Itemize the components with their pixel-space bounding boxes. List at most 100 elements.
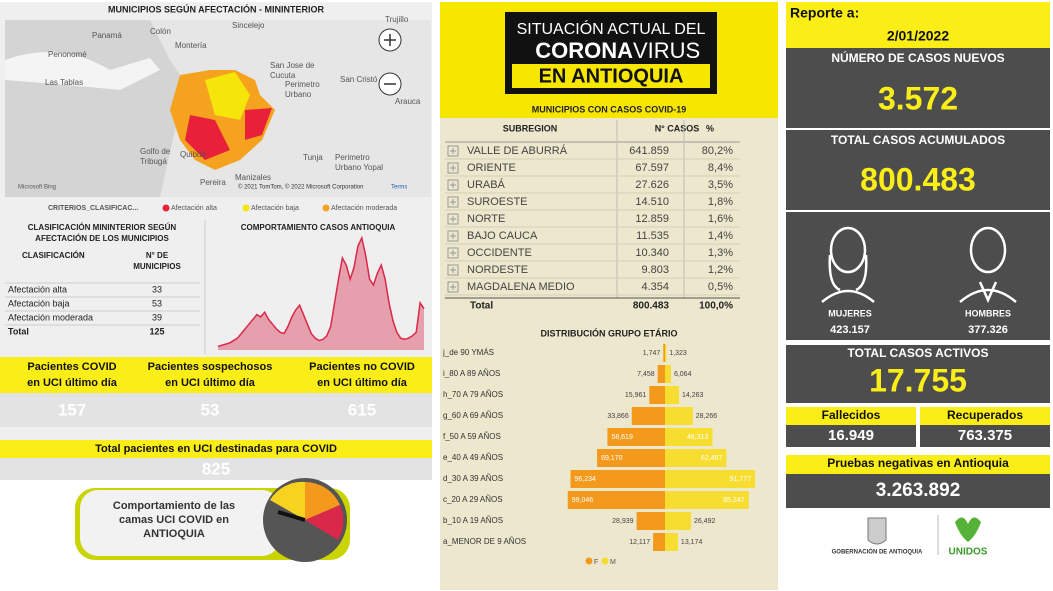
- kpi-box: [920, 425, 1050, 447]
- table-cell: 1,2%: [708, 264, 733, 276]
- kpi-label-band: [786, 407, 916, 425]
- bar: [665, 470, 756, 488]
- gauge-low: [270, 481, 305, 520]
- button-text: ANTIOQUIA: [143, 528, 205, 540]
- table-cell: NORTE: [467, 213, 505, 225]
- map-place-label: Perimetro: [335, 153, 370, 162]
- bar: [653, 533, 665, 551]
- table-cell: 67.597: [635, 162, 669, 174]
- bar: [663, 344, 665, 362]
- uci-header: en UCI último día: [317, 377, 408, 389]
- kpi-value: 763.375: [958, 427, 1012, 444]
- table-title: CLASIFICACIÓN MININTERIOR SEGÚN: [28, 223, 177, 232]
- table-total: 800.483: [633, 301, 670, 312]
- expand-icon-plus: [450, 199, 456, 205]
- map-title: MUNICIPIOS SEGÚN AFECTACIÓN - MININTERIO…: [108, 3, 325, 14]
- table-cell: 27.626: [635, 179, 669, 191]
- uci-total-band: [0, 440, 432, 458]
- uci-total-label: Total pacientes en UCI destinadas para C…: [95, 443, 337, 455]
- uci-header: Pacientes COVID: [27, 361, 116, 373]
- women-icon: [821, 226, 875, 303]
- map-credit: Terms: [391, 185, 407, 191]
- data-label: 48,313: [687, 434, 709, 441]
- legend-swatch: [242, 204, 250, 212]
- kpi-box: [786, 345, 1050, 403]
- kpi-label: HOMBRES: [965, 308, 1011, 318]
- uci-header: en UCI último día: [165, 377, 256, 389]
- category-label: j_de 90 YMÁS: [442, 348, 494, 357]
- category-label: c_20 A 29 AÑOS: [443, 495, 503, 504]
- category-label: h_70 A 79 AÑOS: [443, 390, 503, 399]
- bar: [665, 491, 749, 509]
- map-place-label: Penonomé: [48, 50, 87, 59]
- kpi-label: Pruebas negativas en Antioquia: [827, 456, 1009, 470]
- legend-title: CRITERIOS_CLASIFICAC...: [48, 205, 138, 212]
- data-label: 26,492: [694, 518, 716, 525]
- table-cell: 125: [149, 326, 164, 336]
- table-cell: Afectación baja: [8, 298, 70, 308]
- kpi-label: NÚMERO DE CASOS NUEVOS: [831, 50, 1004, 65]
- table-cell: BAJO CAUCA: [467, 230, 538, 242]
- legend-label: Afectación moderada: [331, 205, 397, 212]
- table-cell: 11.535: [636, 230, 669, 242]
- gov-shield: [867, 517, 887, 545]
- kpi-label: MUJERES: [828, 308, 872, 318]
- expand-icon: [447, 162, 459, 174]
- data-label: 15,961: [625, 392, 647, 399]
- category-label: g_60 A 69 AÑOS: [443, 411, 503, 420]
- data-label: 33,866: [607, 413, 629, 420]
- bar: [665, 449, 727, 467]
- table-cell: SUROESTE: [467, 196, 528, 208]
- uci-total-value-band: [0, 458, 432, 480]
- table-total: Total: [470, 301, 493, 312]
- map-place-label: Panamá: [92, 31, 122, 40]
- expand-icon: [447, 264, 459, 276]
- map-place-label: Pereira: [200, 178, 226, 187]
- expand-icon: [447, 281, 459, 293]
- map-place-label: Quibdó: [180, 150, 206, 159]
- table-cell: 14.510: [635, 196, 669, 208]
- bar: [665, 344, 667, 362]
- table-cell: Afectación alta: [8, 284, 67, 294]
- expand-icon-plus: [450, 250, 456, 256]
- data-label: 85,247: [723, 497, 745, 504]
- expand-icon: [447, 230, 459, 242]
- logo-text: CORONA: [535, 38, 633, 63]
- uci-header-band: [0, 357, 432, 393]
- table-cell: Total: [8, 326, 29, 336]
- table-header: CLASIFICACIÓN: [22, 251, 85, 260]
- unidos-logo-text: UNIDOS: [949, 547, 988, 558]
- data-label: 96,234: [575, 476, 597, 483]
- data-label: 28,939: [612, 518, 634, 525]
- uci-value: 157: [58, 400, 86, 419]
- table-cell: URABÁ: [467, 178, 506, 191]
- table-cell: ORIENTE: [467, 162, 516, 174]
- table-cell: Afectación moderada: [8, 312, 93, 322]
- expand-icon-plus: [450, 165, 456, 171]
- table-title: AFECTACIÓN DE LOS MUNICIPIOS: [35, 234, 169, 243]
- table-cell: 8,4%: [708, 162, 733, 174]
- bar: [607, 428, 665, 446]
- bar: [665, 365, 671, 383]
- legend-swatch: [585, 557, 593, 565]
- table-cell: NORDESTE: [467, 264, 528, 276]
- bar: [665, 512, 692, 530]
- data-label: 91,777: [730, 476, 752, 483]
- expand-icon-plus: [450, 284, 456, 290]
- data-label: 99,046: [572, 497, 594, 504]
- kpi-value: 17.755: [869, 362, 967, 398]
- expand-icon-plus: [450, 267, 456, 273]
- bar: [649, 386, 665, 404]
- map-region-high: [185, 108, 272, 160]
- table-cell: 80,2%: [702, 145, 733, 157]
- data-label: 12,117: [629, 539, 650, 546]
- bar: [567, 491, 665, 509]
- table-cell: 53: [152, 298, 162, 308]
- category-label: i_80 A 89 AÑOS: [443, 369, 500, 378]
- bar: [665, 407, 693, 425]
- data-label: 7,458: [637, 371, 655, 378]
- gauge-high: [305, 505, 344, 540]
- table-cell: 12.859: [635, 213, 669, 225]
- table-header: SUBREGION: [503, 123, 558, 133]
